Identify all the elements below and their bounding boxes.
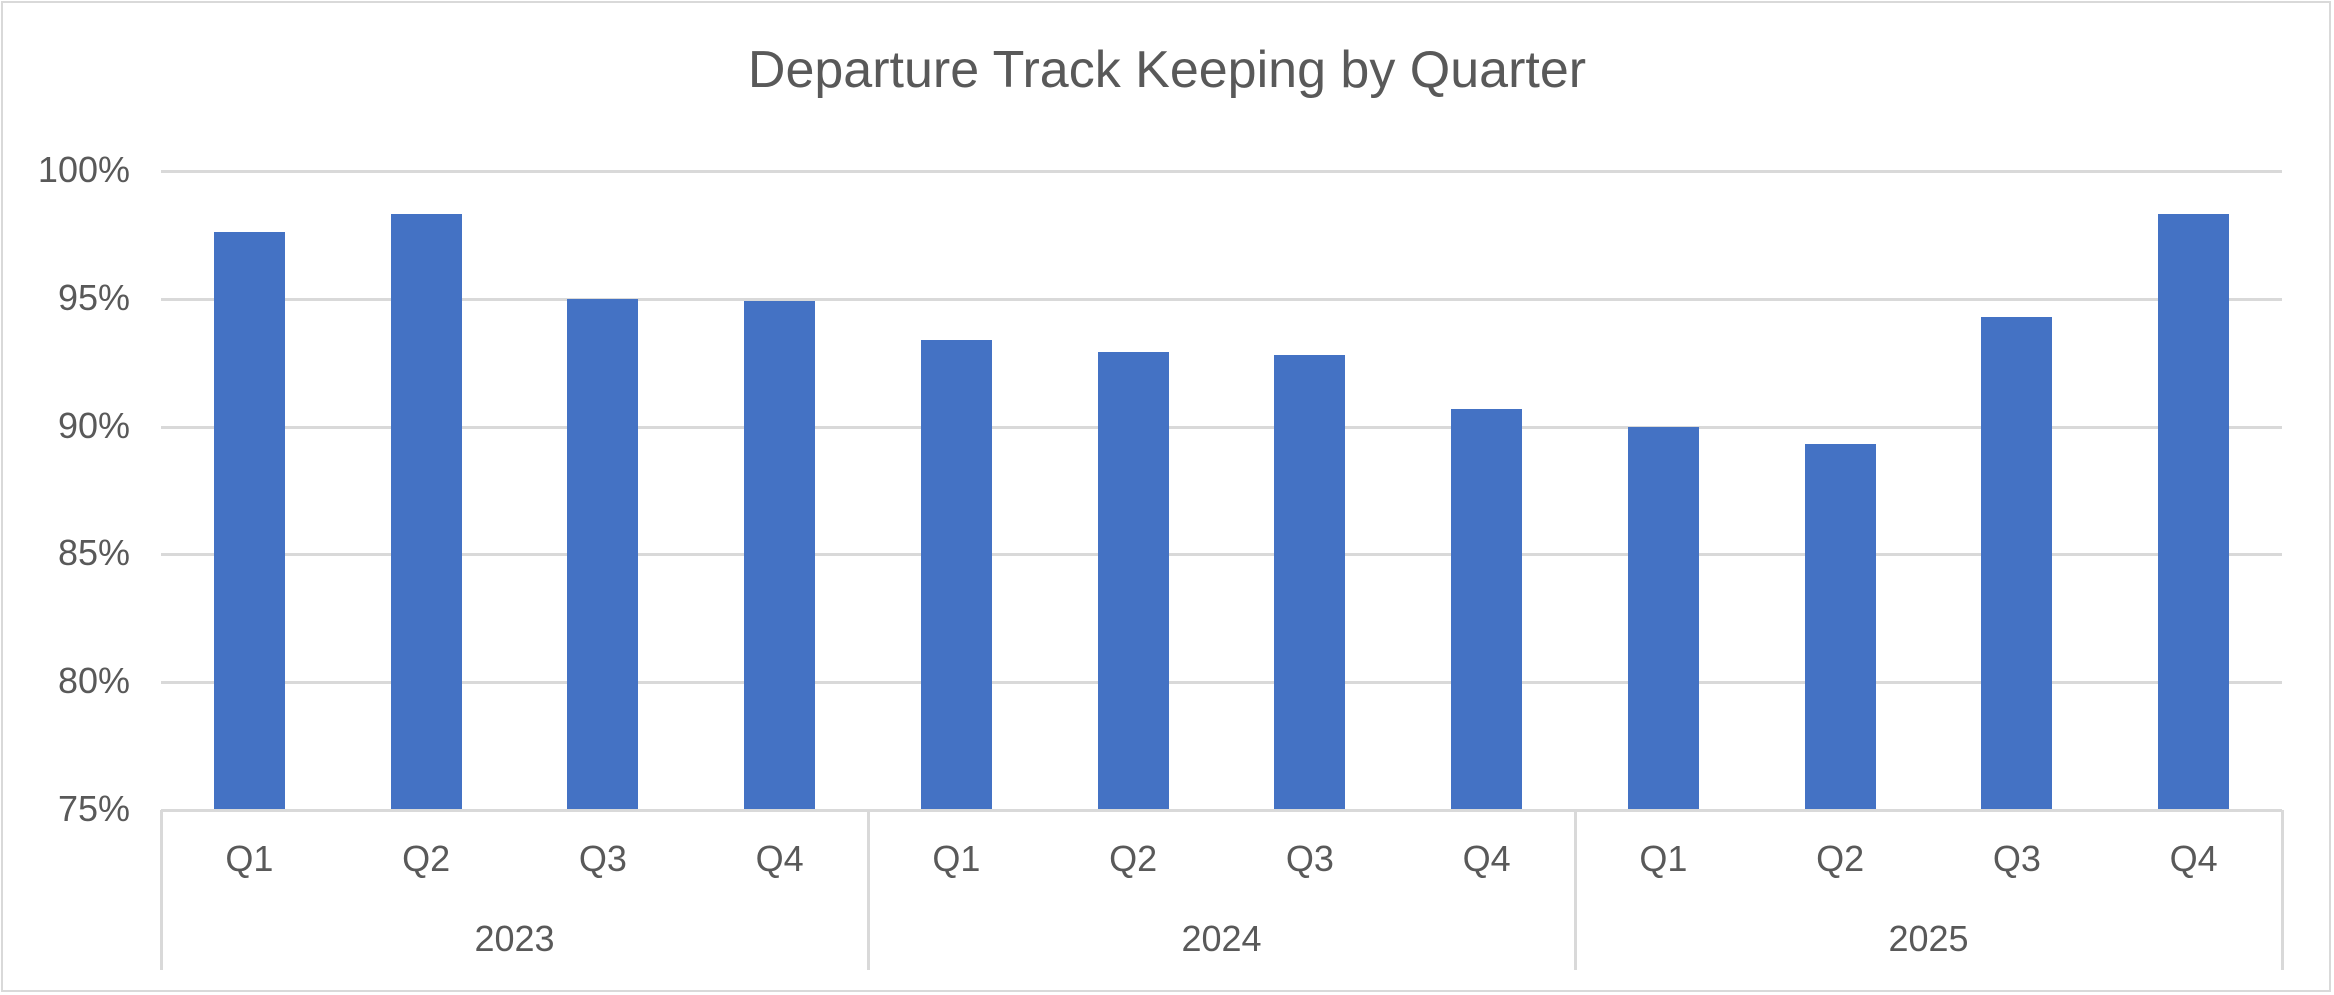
gridline — [161, 425, 2282, 429]
quarter-label: Q3 — [1992, 838, 2041, 879]
gridline — [161, 681, 2282, 685]
bar[interactable] — [1097, 352, 1169, 810]
y-tick-label: 75% — [57, 788, 130, 829]
group-separator — [867, 810, 870, 970]
plot-area — [161, 170, 2282, 810]
year-label: 2024 — [1181, 918, 1262, 959]
quarter-label: Q1 — [225, 838, 274, 879]
quarter-label: Q2 — [1816, 838, 1865, 879]
bar[interactable] — [1804, 444, 1876, 810]
bar[interactable] — [213, 232, 285, 810]
gridline — [161, 170, 2282, 173]
y-tick-label: 80% — [57, 660, 130, 702]
quarter-label: Q1 — [1639, 838, 1688, 879]
y-tick-label: 95% — [57, 276, 130, 318]
quarter-label: Q3 — [578, 838, 627, 879]
bar[interactable] — [920, 339, 992, 810]
quarter-label: Q4 — [1462, 838, 1511, 879]
bar[interactable] — [1274, 355, 1346, 810]
y-tick-label: 85% — [57, 532, 130, 574]
year-label: 2025 — [1888, 918, 1969, 959]
bar[interactable] — [1981, 316, 2053, 810]
y-tick-label: 100% — [37, 149, 130, 190]
bar[interactable] — [390, 214, 462, 810]
gridline — [161, 297, 2282, 301]
bar[interactable] — [567, 298, 639, 810]
quarter-label: Q2 — [1109, 838, 1158, 879]
gridline — [161, 553, 2282, 557]
quarter-label: Q4 — [755, 838, 804, 879]
quarter-label: Q3 — [1285, 838, 1334, 879]
bar[interactable] — [1451, 408, 1523, 810]
quarter-label: Q4 — [2169, 838, 2218, 879]
year-label: 2023 — [474, 918, 555, 959]
bar[interactable] — [744, 301, 816, 810]
y-tick-label: 90% — [57, 404, 130, 446]
chart-title: Departure Track Keeping by Quarter — [747, 41, 1587, 99]
quarter-label: Q1 — [932, 838, 981, 879]
bar[interactable] — [1627, 426, 1699, 810]
group-separator — [160, 810, 163, 970]
bar[interactable] — [2158, 214, 2230, 810]
group-separator — [2281, 810, 2284, 970]
x-axis-line — [161, 809, 2282, 812]
group-separator — [1574, 810, 1577, 970]
quarter-label: Q2 — [402, 838, 451, 879]
